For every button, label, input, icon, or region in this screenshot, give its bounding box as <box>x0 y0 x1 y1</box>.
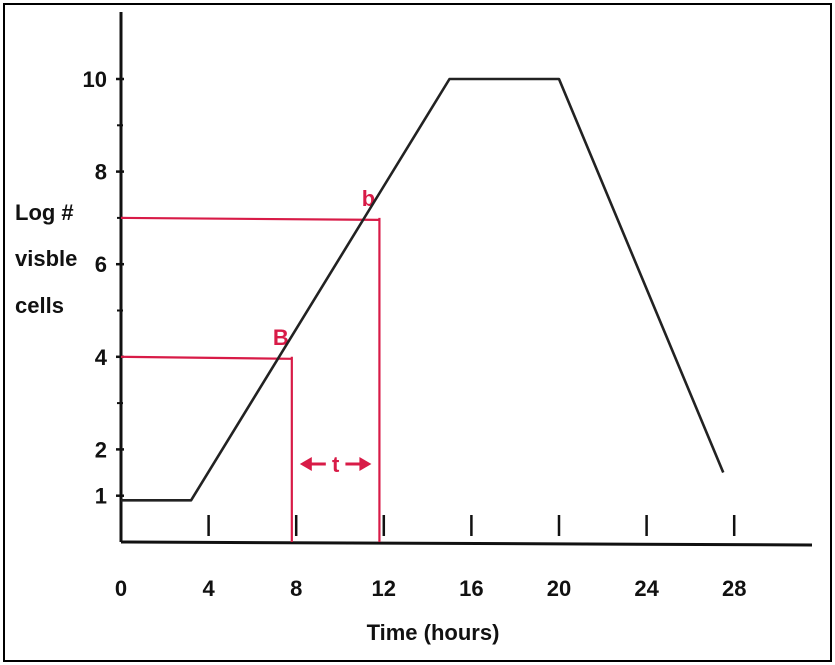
axis-labels: Time (hours) Log # visble cells <box>15 200 499 645</box>
guide-horizontal-b <box>120 216 380 221</box>
y-tick-label: 8 <box>95 160 107 185</box>
x-tick-label: 8 <box>290 576 302 601</box>
y-tick-label: 2 <box>95 437 107 462</box>
interval-label: t <box>332 452 340 477</box>
x-tick-label: 28 <box>722 576 746 601</box>
x-ticks: 0 4 8 12 16 20 24 28 <box>115 515 746 601</box>
x-axis <box>120 540 813 547</box>
x-tick-label: 20 <box>547 576 571 601</box>
y-axis-title-line-1: Log # <box>15 200 74 225</box>
annotations: Bb t <box>120 186 381 542</box>
y-axis-title-line-3: cells <box>15 293 64 318</box>
x-axis-title: Time (hours) <box>367 620 500 645</box>
x-tick-label: 4 <box>202 576 215 601</box>
y-tick-label: 1 <box>95 484 107 509</box>
x-tick-label: 24 <box>634 576 659 601</box>
y-axis-title-line-2: visble <box>15 246 77 271</box>
y-tick-label: 6 <box>95 252 107 277</box>
point-label-b: b <box>362 186 375 211</box>
y-ticks: 1 2 4 6 8 10 <box>83 67 124 509</box>
x-tick-label: 0 <box>115 576 127 601</box>
x-tick-label: 16 <box>459 576 483 601</box>
growth-curve-line <box>121 77 725 502</box>
guide-horizontal-B <box>120 355 292 360</box>
interval-arrowhead-left <box>299 457 312 471</box>
axes <box>119 12 813 547</box>
x-tick-label: 12 <box>372 576 396 601</box>
y-tick-label: 4 <box>95 345 108 370</box>
point-label-B: B <box>273 325 289 350</box>
chart-frame <box>3 3 832 662</box>
series-layer <box>121 77 725 502</box>
y-tick-label: 10 <box>83 67 107 92</box>
interval-arrowhead-right <box>359 457 372 471</box>
